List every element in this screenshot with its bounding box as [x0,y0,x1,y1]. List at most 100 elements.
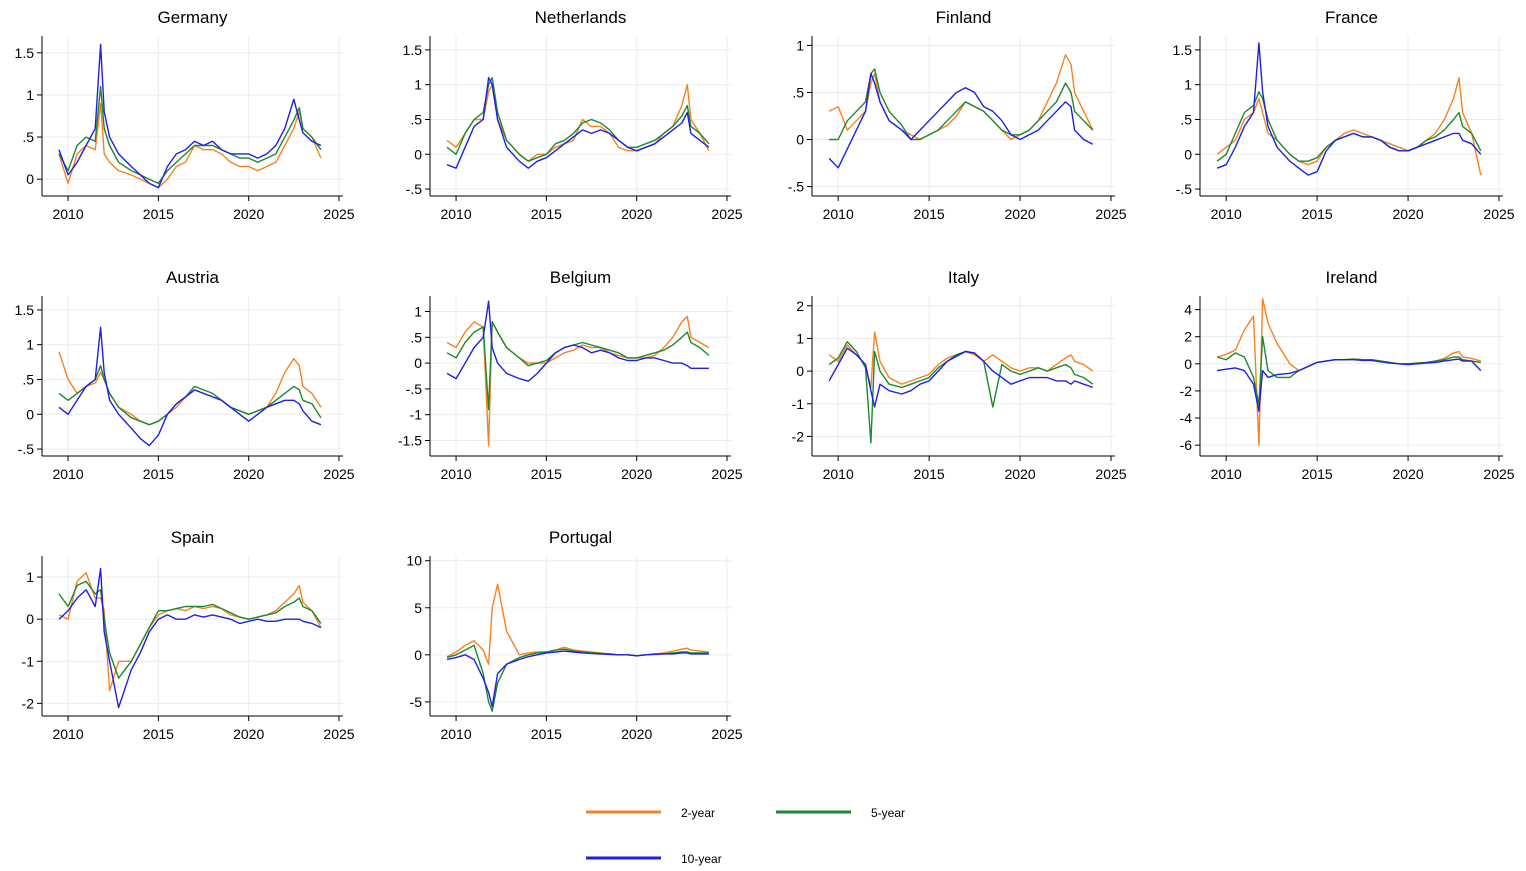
y-tick-label: -.5 [406,181,423,197]
x-tick-label: 2020 [233,466,264,482]
series-line-5-year [1216,336,1481,406]
x-tick-label: 2025 [323,726,354,742]
x-tick-label: 2010 [1211,206,1242,222]
y-tick-label: 1.5 [1173,42,1193,58]
x-tick-label: 2020 [233,726,264,742]
y-tick-label: .5 [410,111,422,127]
x-tick-label: 2010 [1211,466,1242,482]
y-tick-label: -1 [22,653,35,669]
y-tick-label: -.5 [1176,181,1193,197]
y-tick-label: 0 [1184,356,1192,372]
legend-label: 2-year [681,806,715,820]
panel-finland: -.5 0 .5 1 2010 2015 2020 2025 Finland [788,8,1127,222]
x-tick-label: 2020 [1004,206,1035,222]
panel-netherlands: -.5 0 .5 1 1.5 2010 2015 2020 2025 Netherlands [403,8,743,222]
panel-title: Austria [166,268,219,287]
y-tick-label: 4 [1184,302,1192,318]
panel-ireland: -6 -4 -2 0 2 4 2010 2015 2020 2025 Ireland [1180,268,1515,482]
y-tick-label: 1 [26,569,34,585]
x-tick-label: 2025 [1483,206,1514,222]
series-line-5-year [58,85,322,185]
x-tick-label: 2015 [914,466,945,482]
x-tick-label: 2025 [711,466,742,482]
x-tick-label: 2020 [1392,206,1423,222]
x-tick-label: 2015 [531,206,562,222]
y-tick-label: 1.5 [15,45,35,61]
series-line-2-year [828,54,1094,141]
y-tick-label: -1.5 [398,433,422,449]
x-tick-label: 2020 [621,206,652,222]
series-line-10-year [1216,42,1482,176]
legend-item-2-year: 2-year [586,806,715,820]
x-tick-label: 2020 [1392,466,1423,482]
x-tick-label: 2015 [531,726,562,742]
x-tick-label: 2015 [914,206,945,222]
series-line-5-year [446,321,710,411]
series-line-10-year [828,347,1094,408]
x-tick-label: 2015 [1302,466,1333,482]
y-tick-label: -2 [792,428,805,444]
panel-title: Finland [936,8,992,27]
panel-france: -.5 0 .5 1 1.5 2010 2015 2020 2025 France [1173,8,1515,222]
x-tick-label: 2010 [440,466,471,482]
x-tick-label: 2015 [143,466,174,482]
x-tick-label: 2025 [323,206,354,222]
x-tick-label: 2010 [440,726,471,742]
y-tick-label: 0 [1184,146,1192,162]
x-tick-label: 2020 [621,466,652,482]
y-tick-label: -4 [1180,410,1193,426]
y-tick-label: -.5 [788,179,805,195]
series-line-5-year [446,76,710,162]
y-tick-label: -2 [22,695,35,711]
series-line-10-year [828,72,1094,169]
y-tick-label: .5 [22,371,34,387]
x-tick-label: 2010 [52,466,83,482]
x-tick-label: 2025 [1095,466,1126,482]
y-tick-label: -2 [1180,383,1193,399]
y-tick-label: 1.5 [403,42,423,58]
y-tick-label: 0 [26,171,34,187]
x-tick-label: 2015 [143,726,174,742]
y-tick-label: -1 [792,396,805,412]
x-tick-label: 2025 [1095,206,1126,222]
y-tick-label: .5 [792,84,804,100]
series-line-10-year [446,650,709,708]
series-line-5-year [828,341,1094,444]
x-tick-label: 2010 [52,206,83,222]
y-tick-label: -.5 [18,441,35,457]
x-tick-label: 2010 [440,206,471,222]
legend-item-5-year: 5-year [776,806,905,820]
x-tick-label: 2015 [531,466,562,482]
panel-title: Germany [158,8,228,27]
legend-label: 10-year [681,852,722,866]
x-tick-label: 2020 [233,206,264,222]
y-tick-label: 0 [796,363,804,379]
series-line-10-year [58,43,322,189]
series-line-5-year [1216,90,1482,162]
series-line-10-year [446,300,709,382]
y-tick-label: .5 [22,129,34,145]
series-line-10-year [58,326,322,447]
legend-item-10-year: 10-year [586,852,722,866]
y-tick-label: .5 [1180,111,1192,127]
panel-italy: -2 -1 0 1 2 2010 2015 2020 2025 Italy [792,268,1127,482]
y-tick-label: 10 [406,553,422,569]
series-line-2-year [58,351,322,426]
series-line-10-year [1216,358,1482,412]
y-tick-label: 1 [26,337,34,353]
y-tick-label: 1 [796,330,804,346]
legend: 2-year 5-year 10-year [586,806,905,866]
y-tick-label: 1.5 [15,302,35,318]
x-tick-label: 2015 [1302,206,1333,222]
y-tick-label: 1 [1184,77,1192,93]
y-tick-label: 0 [26,611,34,627]
x-tick-label: 2010 [823,206,854,222]
y-tick-label: 0 [414,355,422,371]
series-line-2-year [446,315,710,447]
series-line-5-year [58,364,322,426]
y-tick-label: .5 [410,329,422,345]
x-tick-label: 2020 [1004,466,1035,482]
y-tick-label: 0 [796,132,804,148]
x-tick-label: 2015 [143,206,174,222]
